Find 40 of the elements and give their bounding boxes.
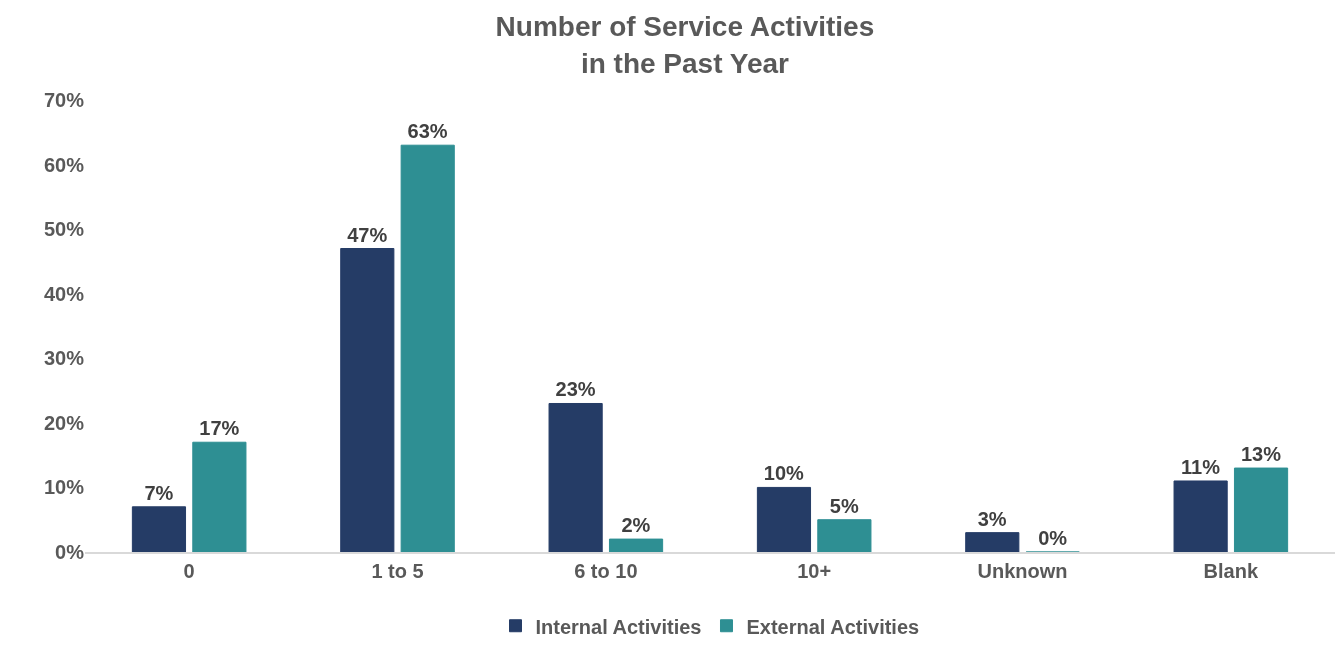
y-tick-label: 10% (43, 476, 85, 499)
x-tick-label: Blank (1203, 560, 1259, 582)
bar (1233, 467, 1289, 552)
x-tick-label: 6 to 10 (574, 560, 638, 582)
x-tick-label: 1 to 5 (371, 560, 424, 582)
data-label: 7% (144, 481, 174, 504)
data-label: 0% (1038, 527, 1068, 549)
y-tick-label: 60% (43, 153, 85, 176)
y-tick-label: 20% (43, 411, 85, 434)
bar (965, 532, 1020, 552)
bar (608, 538, 664, 552)
bar (192, 441, 247, 552)
x-tick-label: 0 (183, 560, 195, 582)
bar (340, 248, 395, 552)
bar (756, 486, 812, 552)
data-label: 3% (977, 507, 1007, 530)
bar (1173, 480, 1228, 552)
data-label: 63% (407, 120, 448, 143)
data-label: 5% (829, 494, 859, 517)
data-label: 13% (1240, 443, 1282, 466)
y-tick-label: 70% (43, 89, 85, 111)
y-tick-label: 50% (43, 218, 85, 241)
x-tick-label: 10+ (797, 560, 832, 582)
bar (400, 144, 455, 552)
bar (817, 519, 872, 552)
data-label: 10% (763, 462, 805, 485)
data-label: 17% (199, 417, 240, 440)
data-label: 23% (555, 378, 596, 401)
y-tick-label: 0% (55, 541, 85, 563)
chart-title: Number of Service Activities in the Past Year (495, 11, 875, 79)
bar (548, 402, 603, 552)
data-label: 2% (621, 514, 651, 537)
legend-label: External Activities (746, 615, 920, 638)
y-tick-label: 40% (43, 282, 85, 305)
x-tick-label: Unknown (977, 560, 1068, 582)
legend-label: Internal Activities (535, 615, 702, 638)
data-label: 11% (1181, 455, 1221, 478)
bar (131, 506, 187, 552)
data-label: 47% (347, 223, 388, 246)
y-tick-label: 30% (43, 347, 85, 370)
